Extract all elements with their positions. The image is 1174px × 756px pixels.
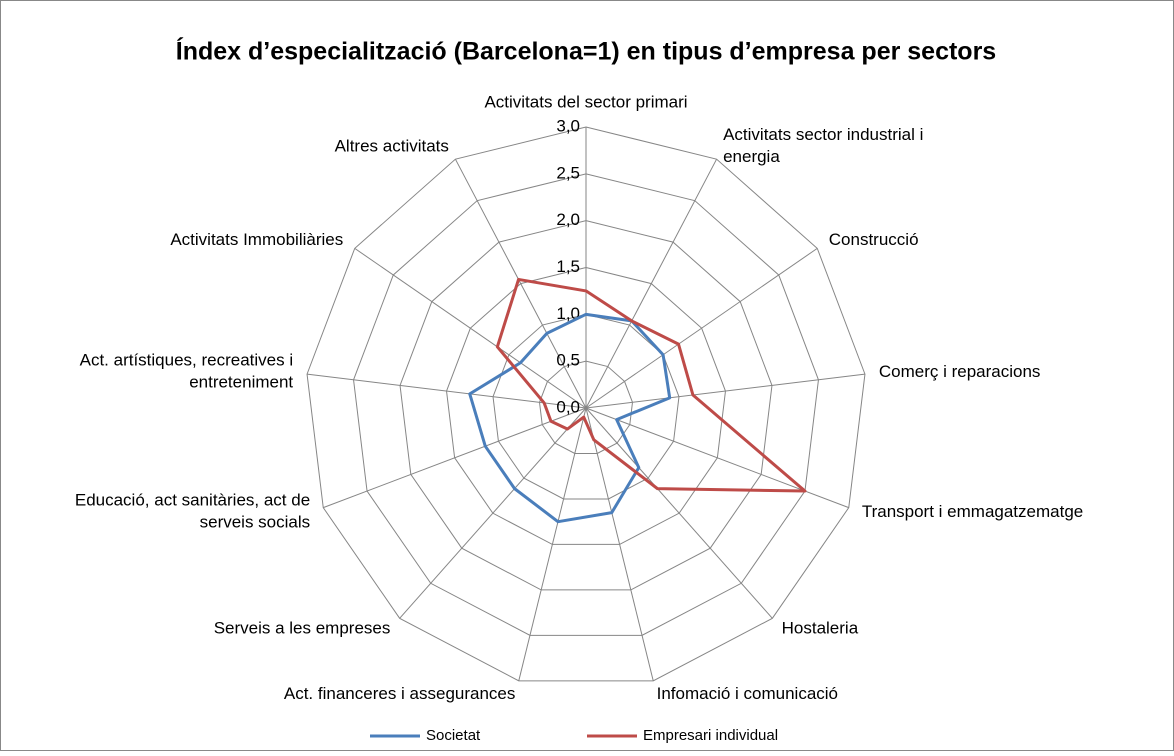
grid-ring — [538, 360, 634, 454]
y-tick-label: 1,5 — [556, 257, 580, 276]
spoke — [354, 247, 587, 409]
spoke — [585, 158, 718, 409]
legend-label: Societat — [426, 727, 481, 744]
category-label: Activitats sector industrial i energia — [723, 125, 923, 166]
y-tick-label: 2,5 — [556, 163, 580, 182]
legend-label: Empresari individual — [643, 727, 778, 744]
spoke — [323, 407, 587, 509]
spoke — [518, 407, 587, 681]
category-label: Comerç i reparacions — [879, 362, 1041, 381]
y-tick-label: 0,0 — [556, 397, 580, 416]
category-label: Educació, act sanitàries, act de serveis … — [75, 491, 310, 532]
series-line — [495, 277, 807, 493]
y-tick-label: 2,0 — [556, 210, 580, 229]
y-tick-label: 0,5 — [556, 351, 580, 370]
spoke — [306, 373, 587, 409]
series-line — [468, 312, 672, 524]
spoke — [399, 407, 587, 619]
spoke — [585, 407, 773, 619]
spoke — [585, 407, 654, 681]
category-label: Hostaleria — [782, 618, 859, 637]
grid-ring — [399, 220, 773, 591]
spoke — [585, 247, 818, 409]
y-tick-label: 3,0 — [556, 116, 580, 135]
chart-title: Índex d’especialització (Barcelona=1) en… — [176, 37, 996, 66]
category-label: Act. financeres i assegurances — [284, 684, 516, 703]
category-label: Activitats del sector primari — [484, 92, 687, 111]
category-label: Activitats Immobiliàries — [170, 230, 343, 249]
category-label: Serveis a les empreses — [214, 618, 391, 637]
category-label: Altres activitats — [335, 136, 449, 155]
category-label: Act. artístiques, recreatives i entreteni… — [80, 351, 294, 392]
grid-ring — [306, 126, 866, 682]
category-label: Construcció — [829, 230, 919, 249]
grid-ring — [446, 266, 726, 545]
category-label: Transport i emmagatzematge — [862, 502, 1083, 521]
spoke — [585, 373, 866, 409]
y-tick-label: 1,0 — [556, 304, 580, 323]
grid-ring — [353, 173, 819, 636]
spoke — [454, 158, 587, 409]
category-label: Infomació i comunicació — [657, 684, 838, 703]
grid-ring — [492, 313, 680, 500]
